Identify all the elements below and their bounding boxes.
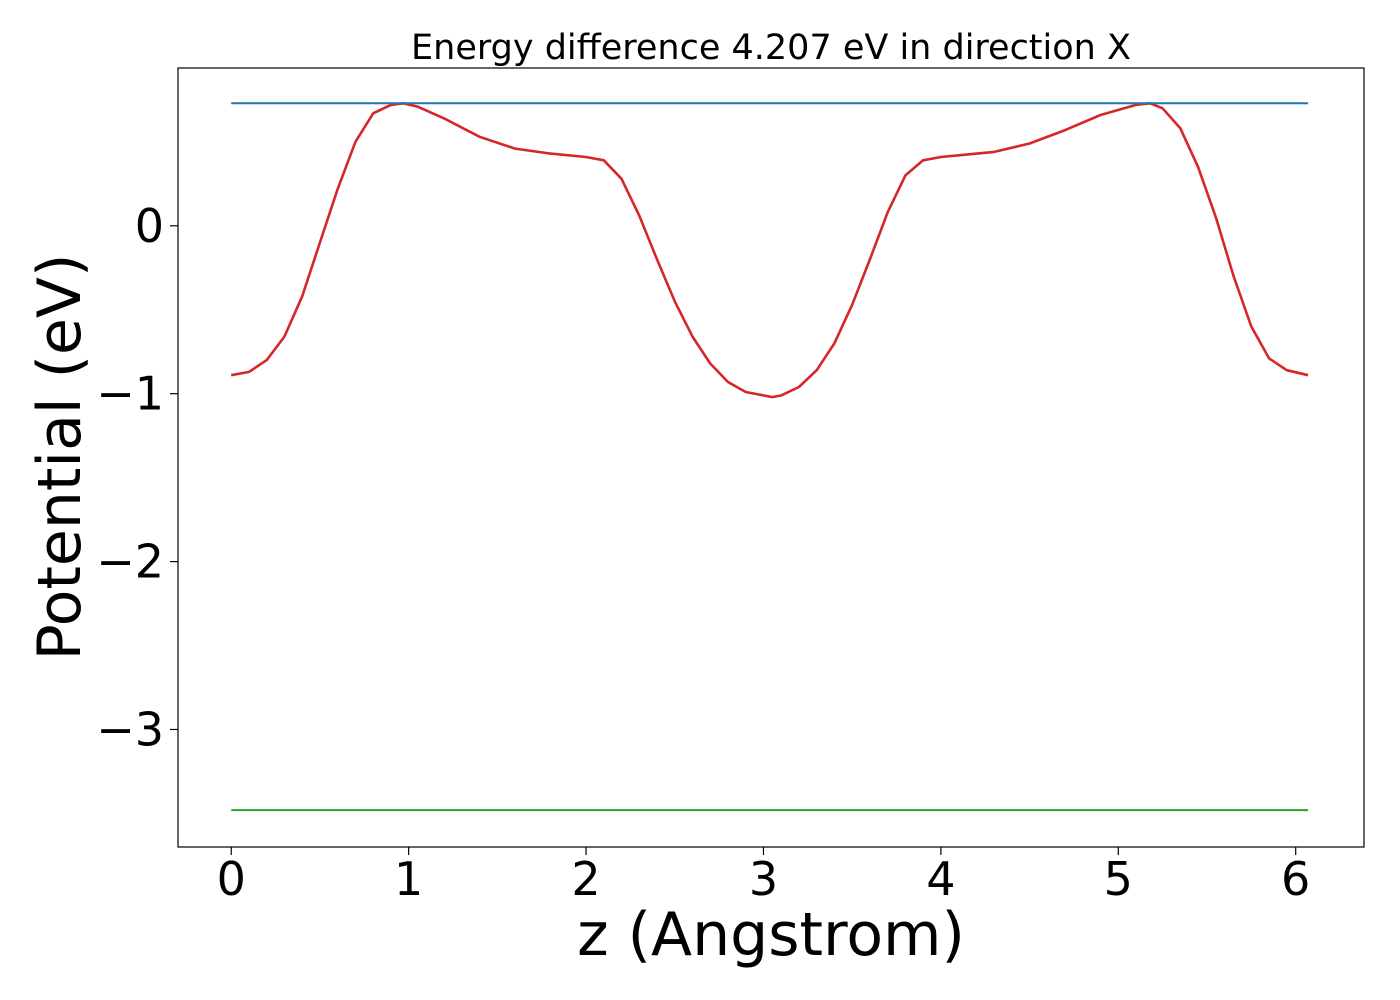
x-axis-ticks: 0 1 2 3 4 5 6 (217, 847, 1310, 906)
x-tick-label: 1 (394, 852, 423, 906)
x-tick-label: 5 (1104, 852, 1133, 906)
x-tick-label: 3 (749, 852, 778, 906)
y-axis-title: Potential (eV) (25, 254, 95, 661)
y-tick-label: −1 (96, 367, 164, 421)
y-tick-label: 0 (135, 199, 164, 253)
y-axis-ticks: 0 −1 −2 −3 (96, 199, 178, 756)
y-tick-label: −3 (96, 702, 164, 756)
x-tick-label: 6 (1281, 852, 1310, 906)
x-tick-label: 0 (217, 852, 246, 906)
series-layer (230, 102, 1309, 812)
chart-title: Energy difference 4.207 eV in direction … (411, 28, 1131, 68)
x-tick-label: 4 (926, 852, 955, 906)
plot-area-frame (177, 67, 1365, 848)
y-tick-label: −2 (96, 535, 164, 589)
x-tick-label: 2 (571, 852, 600, 906)
x-axis-title: z (Angstrom) (577, 900, 965, 970)
